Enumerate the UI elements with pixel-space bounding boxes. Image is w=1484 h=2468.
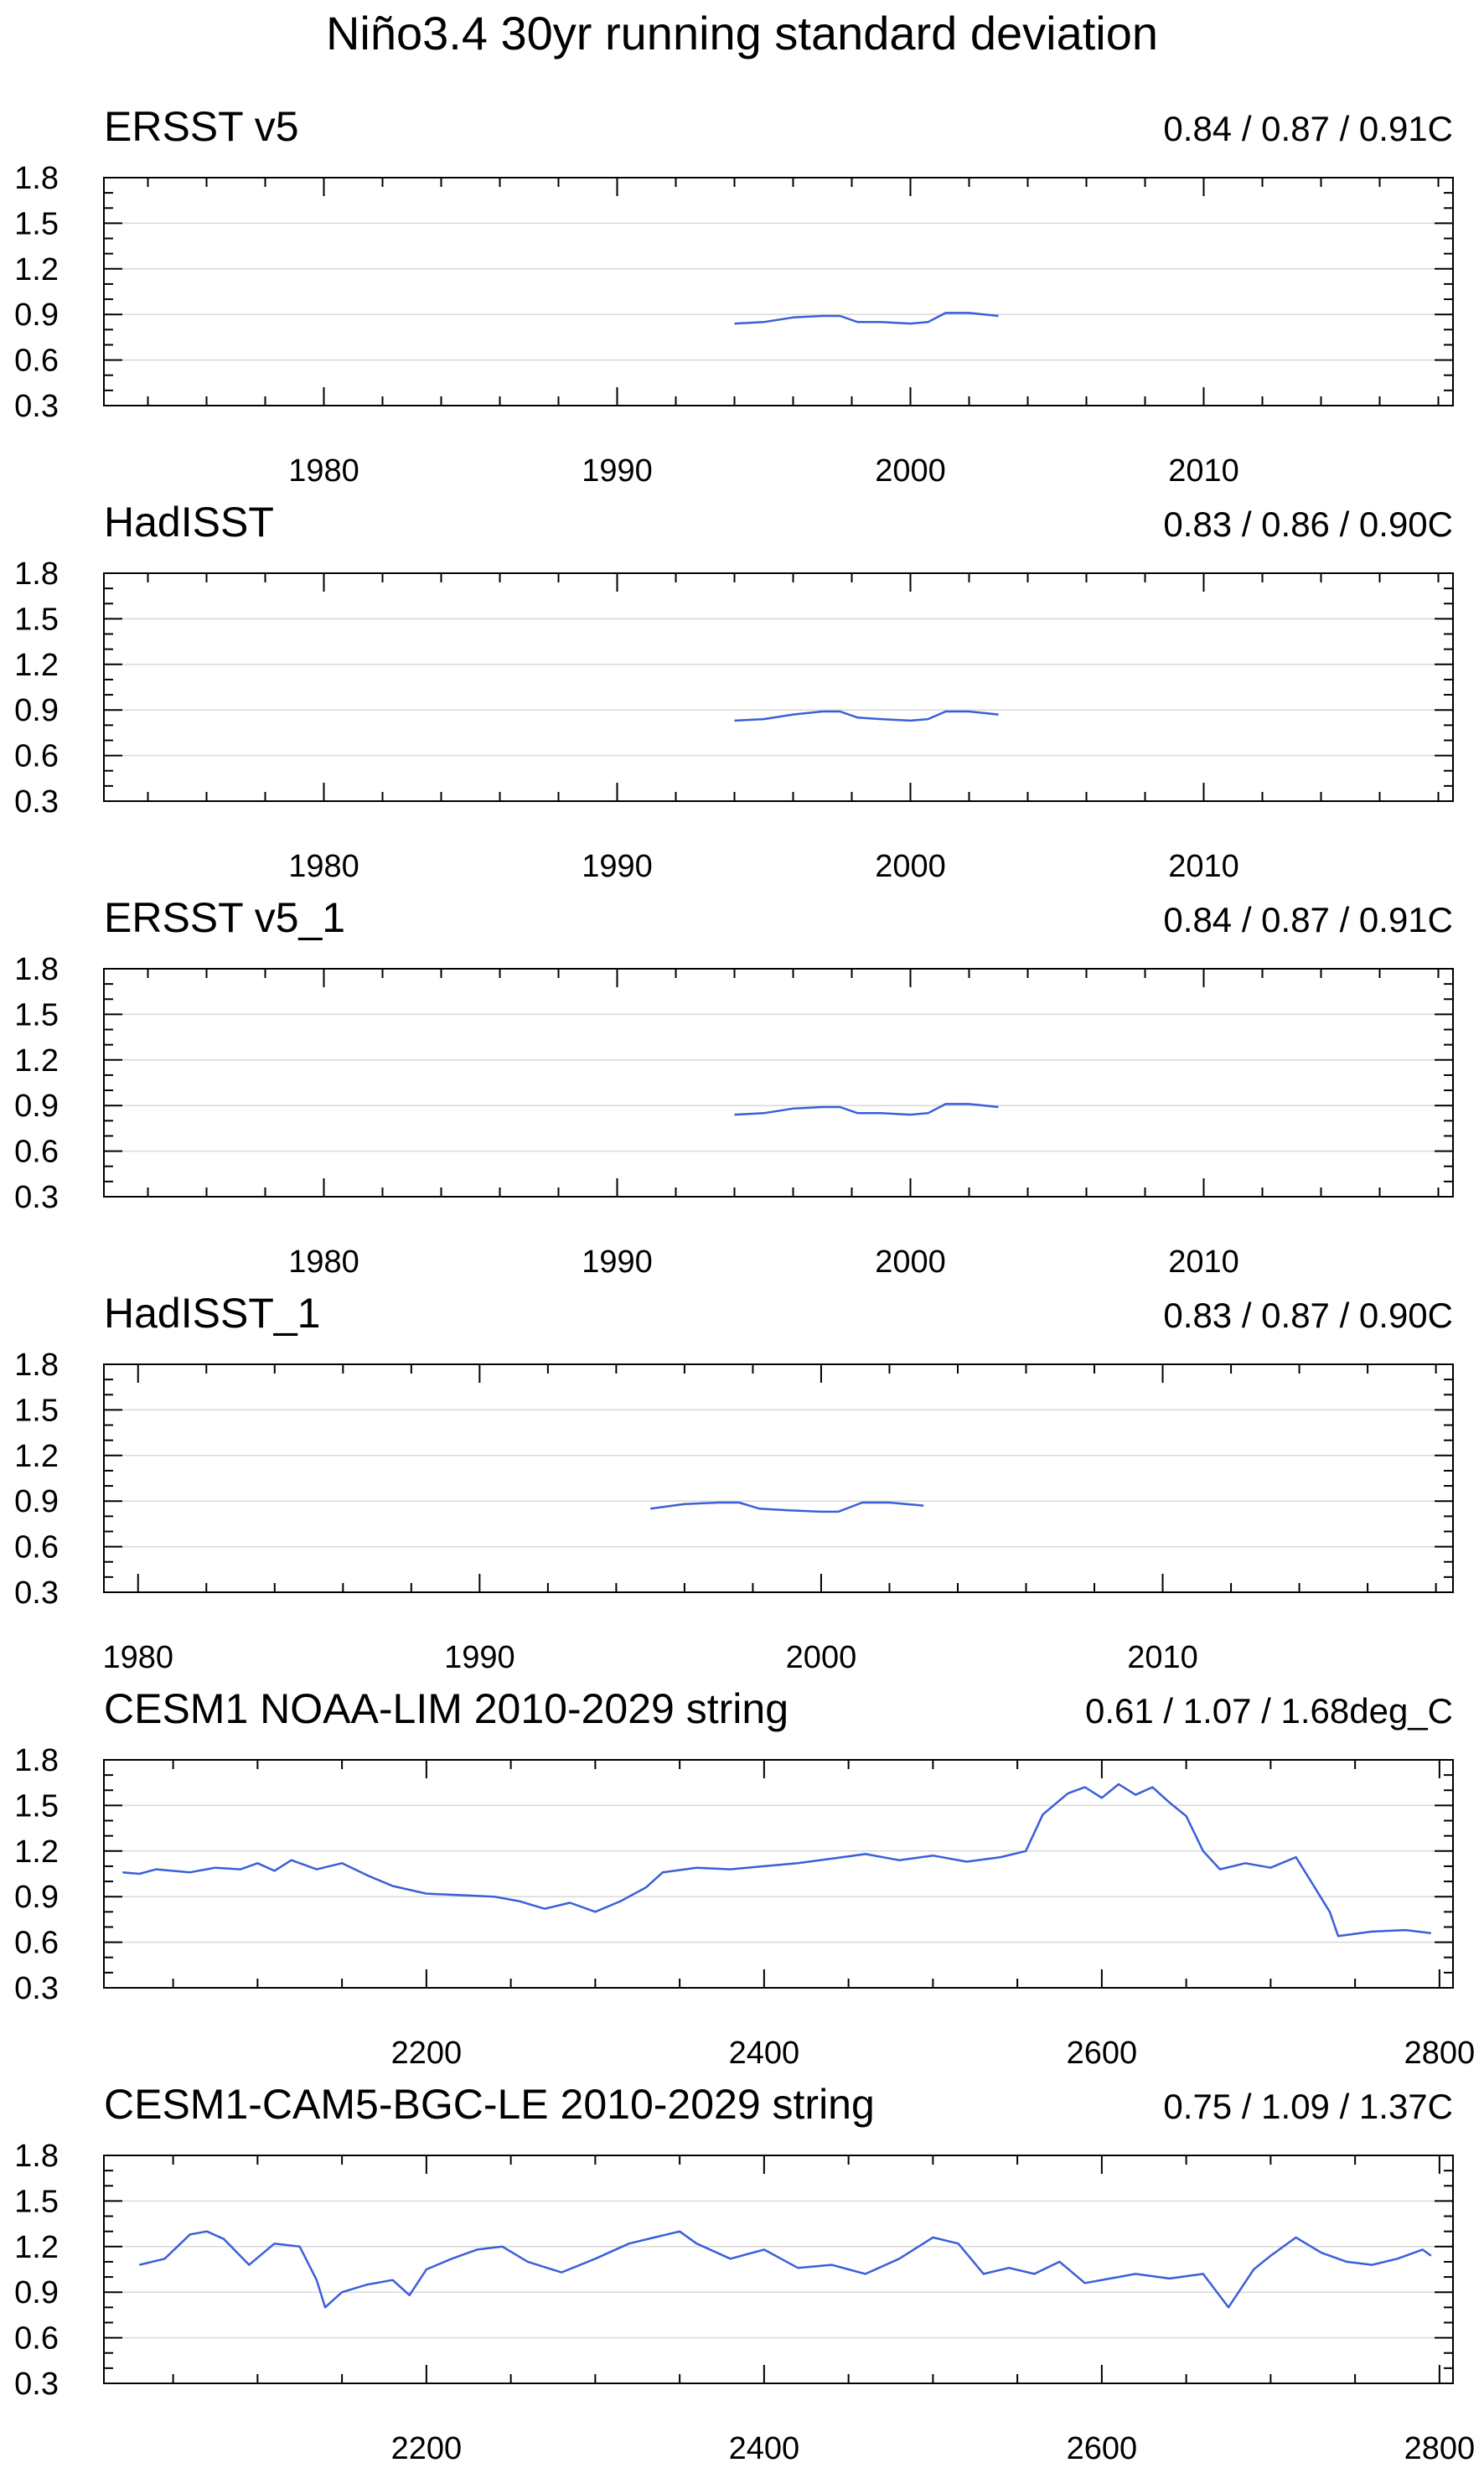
series-line-1 [734, 710, 999, 722]
y-tick-label: 0.9 [14, 1880, 59, 1915]
series-line-1 [650, 1501, 924, 1513]
y-tick-label: 0.3 [14, 1180, 59, 1215]
plot-frame [103, 572, 1454, 802]
y-tick-label: 1.2 [14, 2230, 59, 2265]
x-tick-label: 2200 [391, 2036, 463, 2071]
y-tick-label: 0.9 [14, 1089, 59, 1124]
y-tick-label: 0.6 [14, 739, 59, 774]
y-tick-label: 1.5 [14, 602, 59, 637]
panel-title: ERSST v5_1 [104, 894, 345, 941]
panel-stats: 0.84 / 0.87 / 0.91C [1163, 900, 1453, 939]
x-tick-label: 1980 [288, 849, 359, 884]
chart-panel-6: CESM1-CAM5-BGC-LE 2010-2029 string 0.75 /… [14, 2081, 1475, 2466]
panel-stats: 0.84 / 0.87 / 0.91C [1163, 109, 1453, 148]
x-tick-label: 1990 [582, 453, 653, 489]
x-tick-label: 2400 [729, 2036, 800, 2071]
y-tick-label: 1.8 [14, 556, 59, 592]
y-tick-label: 0.9 [14, 298, 59, 333]
series-line-1 [139, 2230, 1432, 2309]
x-tick-label: 1980 [288, 1244, 359, 1280]
y-tick-label: 1.5 [14, 1393, 59, 1428]
y-tick-label: 0.3 [14, 784, 59, 820]
y-tick-label: 0.3 [14, 2367, 59, 2402]
series-line-1 [122, 1782, 1431, 1938]
chart-panel-4: HadISST_1 0.83 / 0.87 / 0.90C 0.3 0.6 0.9 1.2… [14, 1290, 1454, 1675]
y-tick-label: 0.6 [14, 2321, 59, 2357]
panel-stats: 0.83 / 0.87 / 0.90C [1163, 1296, 1453, 1335]
y-tick-label: 1.8 [14, 1348, 59, 1383]
series-line-1 [734, 312, 999, 325]
y-tick-label: 1.2 [14, 1439, 59, 1474]
series-line-1 [734, 1103, 999, 1116]
y-tick-label: 1.8 [14, 2139, 59, 2174]
y-tick-label: 1.8 [14, 1743, 59, 1778]
x-tick-label: 2400 [729, 2431, 800, 2466]
panel-stats: 0.83 / 0.86 / 0.90C [1163, 504, 1453, 544]
chart-panel-3: ERSST v5_1 0.84 / 0.87 / 0.91C 0.3 0.6 0.9 1.… [14, 894, 1454, 1280]
panel-title: ERSST v5 [104, 103, 299, 150]
x-tick-label: 2000 [875, 453, 946, 489]
x-tick-label: 2800 [1404, 2036, 1476, 2071]
y-tick-label: 0.9 [14, 1484, 59, 1519]
x-tick-label: 2010 [1127, 1640, 1198, 1675]
x-tick-label: 2010 [1168, 1244, 1239, 1280]
y-tick-label: 0.3 [14, 1971, 59, 2006]
y-tick-label: 1.5 [14, 2184, 59, 2219]
y-tick-label: 0.6 [14, 1530, 59, 1565]
plot-frame [103, 2155, 1454, 2384]
x-tick-label: 1990 [582, 1244, 653, 1280]
y-tick-label: 1.2 [14, 648, 59, 683]
x-tick-label: 2000 [875, 1244, 946, 1280]
y-tick-label: 0.6 [14, 344, 59, 379]
x-tick-label: 2000 [786, 1640, 857, 1675]
plot-frame [103, 177, 1454, 406]
x-tick-label: 1980 [288, 453, 359, 489]
chart-panel-2: HadISST 0.83 / 0.86 / 0.90C 0.3 0.6 0.9 1.2 1.… [14, 499, 1454, 884]
y-tick-label: 0.3 [14, 389, 59, 424]
panel-stats: 0.75 / 1.09 / 1.37C [1163, 2087, 1453, 2126]
y-tick-label: 1.5 [14, 997, 59, 1032]
panel-stats: 0.61 / 1.07 / 1.68deg_C [1085, 1691, 1453, 1731]
panel-title: CESM1 NOAA-LIM 2010-2029 string [104, 1685, 789, 1732]
x-tick-label: 1990 [444, 1640, 515, 1675]
x-tick-label: 2600 [1067, 2431, 1138, 2466]
x-tick-label: 2200 [391, 2431, 463, 2466]
y-tick-label: 1.5 [14, 1788, 59, 1824]
y-tick-label: 1.5 [14, 206, 59, 241]
y-tick-label: 1.8 [14, 161, 59, 196]
figure-title: Niño3.4 30yr running standard deviation [325, 7, 1159, 60]
plot-frame [103, 1759, 1454, 1989]
panel-title: HadISST [104, 499, 274, 546]
y-tick-label: 0.9 [14, 693, 59, 728]
y-tick-label: 1.2 [14, 252, 59, 287]
x-tick-label: 2600 [1067, 2036, 1138, 2071]
y-tick-label: 0.6 [14, 1926, 59, 1961]
y-tick-label: 0.9 [14, 2275, 59, 2310]
plot-frame [103, 968, 1454, 1198]
y-tick-label: 0.3 [14, 1575, 59, 1611]
x-tick-label: 2800 [1404, 2431, 1476, 2466]
plot-frame [103, 1363, 1454, 1593]
y-tick-label: 0.6 [14, 1135, 59, 1170]
x-tick-label: 1990 [582, 849, 653, 884]
x-tick-label: 2000 [875, 849, 946, 884]
panel-title: CESM1-CAM5-BGC-LE 2010-2029 string [104, 2081, 875, 2128]
y-tick-label: 1.8 [14, 952, 59, 987]
chart-panel-5: CESM1 NOAA-LIM 2010-2029 string 0.61 / 1.… [14, 1685, 1475, 2071]
x-tick-label: 1980 [102, 1640, 173, 1675]
x-tick-label: 2010 [1168, 849, 1239, 884]
chart-panel-1: ERSST v5 0.84 / 0.87 / 0.91C 0.3 0.6 0.9 1.2 1… [14, 103, 1454, 489]
x-tick-label: 2010 [1168, 453, 1239, 489]
y-tick-label: 1.2 [14, 1834, 59, 1870]
panel-title: HadISST_1 [104, 1290, 320, 1337]
y-tick-label: 1.2 [14, 1043, 59, 1079]
